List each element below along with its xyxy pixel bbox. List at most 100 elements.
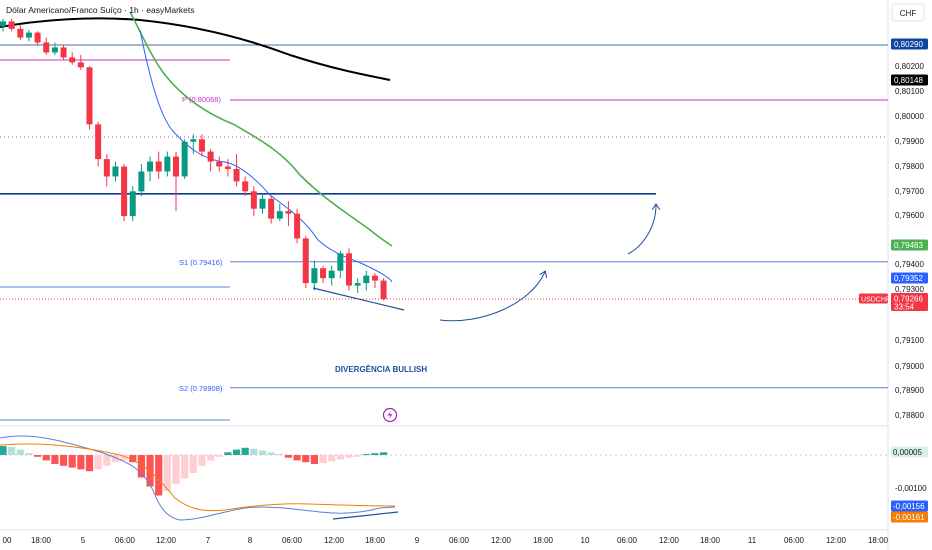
candle[interactable] <box>354 278 361 293</box>
price-tag[interactable]: 0,80290 <box>891 38 928 50</box>
candle[interactable] <box>268 196 275 224</box>
macd-histogram-bar[interactable] <box>94 455 102 470</box>
candle[interactable] <box>181 139 188 179</box>
macd-histogram-bar[interactable] <box>319 455 327 464</box>
macd-value-tag[interactable]: -0,00156 <box>891 500 928 512</box>
macd-histogram-bar[interactable] <box>232 449 241 455</box>
macd-histogram-bar[interactable] <box>0 446 7 455</box>
candle[interactable] <box>25 30 32 42</box>
macd-histogram-bar[interactable] <box>310 455 318 464</box>
candle[interactable] <box>233 154 240 187</box>
macd-histogram-bar[interactable] <box>224 452 232 455</box>
macd-histogram-bar[interactable] <box>362 454 370 456</box>
macd-histogram-bar[interactable] <box>345 455 353 458</box>
candle[interactable] <box>285 201 292 227</box>
candle[interactable] <box>242 176 249 197</box>
candle[interactable] <box>34 31 41 45</box>
macd-histogram-bar[interactable] <box>85 455 94 472</box>
candle[interactable] <box>164 151 171 177</box>
price-tag[interactable]: 0,79483 <box>891 239 928 251</box>
currency-button-label[interactable]: CHF <box>900 9 917 18</box>
macd-histogram-bar[interactable] <box>258 450 267 456</box>
candle[interactable] <box>147 156 154 182</box>
macd-histogram-bar[interactable] <box>250 448 258 455</box>
candle[interactable] <box>138 164 145 197</box>
macd-histogram-bar[interactable] <box>68 455 76 468</box>
candle[interactable] <box>311 260 318 291</box>
macd-histogram-bar[interactable] <box>380 452 388 455</box>
macd-line[interactable] <box>0 435 396 521</box>
macd-histogram-bar[interactable] <box>241 447 249 455</box>
candle[interactable] <box>0 18 6 32</box>
macd-histogram-bar[interactable] <box>137 455 145 478</box>
candle[interactable] <box>190 134 197 155</box>
macd-histogram-bar[interactable] <box>302 455 310 463</box>
candle[interactable] <box>60 45 67 60</box>
candle[interactable] <box>8 18 15 32</box>
macd-value-tag[interactable]: 0,00005 <box>891 446 928 458</box>
macd-histogram-bar[interactable] <box>163 455 171 491</box>
projection-arrow-1[interactable] <box>439 272 545 322</box>
macd-histogram-bar[interactable] <box>198 455 206 466</box>
macd-histogram-bar[interactable] <box>111 455 120 463</box>
macd-histogram-bar[interactable] <box>189 455 197 473</box>
candle[interactable] <box>86 66 93 130</box>
candle[interactable] <box>346 248 352 291</box>
macd-histogram-bar[interactable] <box>129 455 137 463</box>
candle[interactable] <box>198 134 205 157</box>
candle[interactable] <box>216 156 223 172</box>
candle[interactable] <box>276 203 283 222</box>
candle[interactable] <box>328 265 335 286</box>
macd-histogram-bar[interactable] <box>276 454 284 456</box>
macd-histogram-bar[interactable] <box>77 455 85 470</box>
lightning-icon[interactable] <box>382 407 398 423</box>
candle[interactable] <box>51 42 58 55</box>
candle[interactable] <box>112 161 119 182</box>
candle[interactable] <box>17 25 24 41</box>
candle[interactable] <box>77 54 84 70</box>
macd-histogram-bar[interactable] <box>51 455 59 464</box>
macd-histogram-bar[interactable] <box>371 453 379 455</box>
macd-histogram-bar[interactable] <box>328 455 336 462</box>
candle[interactable] <box>129 186 136 222</box>
candle[interactable] <box>224 159 231 177</box>
price-tag[interactable]: 0,80148 <box>891 74 928 86</box>
ema-black-line[interactable] <box>0 17 391 81</box>
candle[interactable] <box>302 235 309 289</box>
price-tag[interactable]: 0,79352 <box>891 272 928 284</box>
candle[interactable] <box>95 121 102 167</box>
macd-histogram-bar[interactable] <box>155 455 163 496</box>
macd-histogram-bar[interactable] <box>267 452 275 455</box>
candle[interactable] <box>337 250 344 279</box>
macd-histogram-bar[interactable] <box>336 455 344 460</box>
candle[interactable] <box>69 52 76 65</box>
ema-green-line[interactable] <box>129 11 393 247</box>
candle[interactable] <box>380 278 387 301</box>
ema-blue-line[interactable] <box>139 29 393 283</box>
macd-signal-line[interactable] <box>0 443 396 512</box>
macd-histogram-bar[interactable] <box>34 455 42 457</box>
macd-histogram-bar[interactable] <box>16 449 24 455</box>
candle[interactable] <box>294 208 301 244</box>
candle[interactable] <box>371 273 378 289</box>
macd-histogram-bar[interactable] <box>103 455 111 466</box>
candle[interactable] <box>173 151 179 212</box>
macd-histogram-bar[interactable] <box>59 455 68 466</box>
macd-histogram-bar[interactable] <box>25 453 33 455</box>
macd-histogram-bar[interactable] <box>181 455 189 479</box>
macd-histogram-bar[interactable] <box>207 455 215 461</box>
candle[interactable] <box>121 164 128 222</box>
macd-histogram-bar[interactable] <box>284 455 293 458</box>
candle[interactable] <box>155 151 162 179</box>
macd-histogram-bar[interactable] <box>215 455 223 457</box>
divergence-trendline[interactable] <box>312 287 405 311</box>
macd-histogram-bar[interactable] <box>293 455 301 461</box>
currency-button[interactable]: CHF <box>891 3 925 22</box>
macd-histogram-bar[interactable] <box>120 455 128 461</box>
macd-divergence-trendline[interactable] <box>332 511 399 520</box>
candle[interactable] <box>363 270 370 291</box>
macd-value-tag[interactable]: -0,00161 <box>891 511 928 523</box>
macd-histogram-bar[interactable] <box>8 446 16 455</box>
